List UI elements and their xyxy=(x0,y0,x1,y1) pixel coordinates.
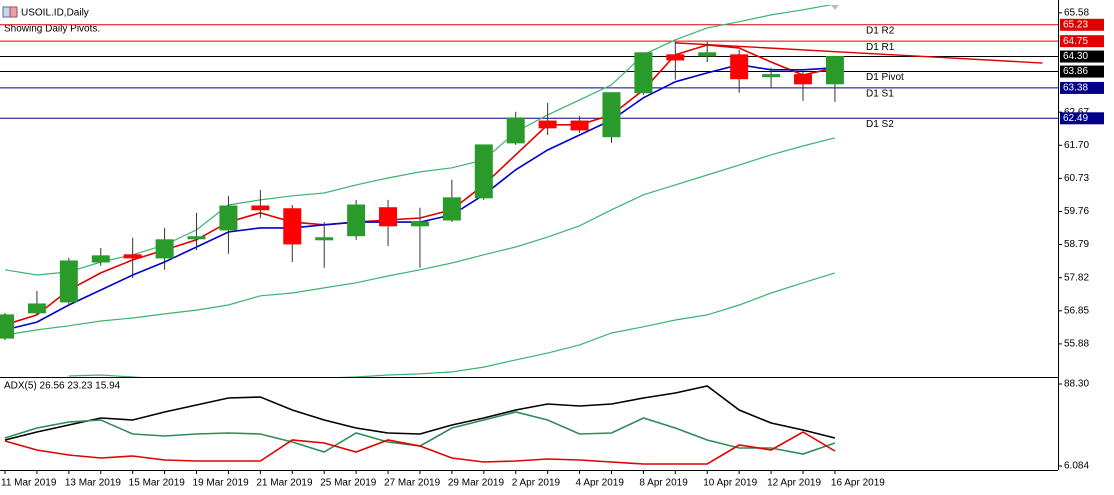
candle-body xyxy=(155,239,174,259)
candle-body xyxy=(315,237,334,241)
x-tick-label: 8 Apr 2019 xyxy=(639,478,688,489)
axes: 65.58 62.67 61.70 60.73 59.76 58.79 57.82 56.85… xyxy=(1,7,1104,489)
overlay-line xyxy=(4,5,833,276)
candle-body xyxy=(538,120,557,129)
y-tick-label: 57.82 xyxy=(1064,272,1089,283)
candle-body xyxy=(602,92,621,138)
candle-body xyxy=(762,74,781,78)
candle-body xyxy=(219,205,238,231)
candle-body xyxy=(379,207,398,227)
price-box xyxy=(1060,81,1104,94)
candle-body xyxy=(27,303,46,314)
overlay-line xyxy=(4,137,836,336)
pivot-label: D1 S1 xyxy=(866,89,894,100)
candle-body xyxy=(0,314,14,339)
pivot-label: D1 R1 xyxy=(866,42,895,53)
y-tick-label: 61.70 xyxy=(1064,140,1089,151)
price-box xyxy=(1060,65,1104,78)
x-tick-label: 4 Apr 2019 xyxy=(576,478,625,489)
candle-body xyxy=(283,208,302,245)
price-box xyxy=(1060,50,1104,63)
price-box xyxy=(1060,112,1104,125)
price-panel: D1 R2 D1 R1 D1 Pivot D1 S1 D1 S2 xyxy=(0,5,1058,377)
candle-body xyxy=(474,144,493,199)
symbol-icon xyxy=(2,6,18,18)
y-tick-label: 58.79 xyxy=(1064,239,1089,250)
x-tick-label: 2 Apr 2019 xyxy=(512,478,561,489)
price-box-label: 64.75 xyxy=(1063,36,1088,47)
candle-body xyxy=(506,117,525,144)
x-tick-label: 12 Apr 2019 xyxy=(767,478,821,489)
adx-panel xyxy=(4,385,836,465)
pivot-label: D1 Pivot xyxy=(866,72,904,83)
candle-body xyxy=(634,52,653,94)
candle-body xyxy=(698,52,717,57)
price-box xyxy=(1060,35,1104,48)
y-tick-label: 65.58 xyxy=(1064,7,1089,18)
y-tick-label: 56.85 xyxy=(1064,305,1089,316)
price-box-label: 64.30 xyxy=(1063,51,1088,62)
y-tick-label: 60.73 xyxy=(1064,173,1089,184)
x-tick-label: 16 Apr 2019 xyxy=(831,478,885,489)
candle-body xyxy=(187,236,206,240)
adx-line xyxy=(4,385,836,441)
price-box-label: 62.49 xyxy=(1063,113,1088,124)
trendline xyxy=(675,42,1043,64)
x-tick-label: 29 Mar 2019 xyxy=(448,478,505,489)
candle-body xyxy=(123,254,142,259)
y-tick-label: 6.084 xyxy=(1064,461,1089,472)
x-tick-label: 27 Mar 2019 xyxy=(384,478,441,489)
overlay-line xyxy=(68,272,836,377)
price-box-label: 63.86 xyxy=(1063,66,1088,77)
pivot-label: D1 S2 xyxy=(866,119,894,130)
candle-body xyxy=(442,197,461,221)
pivot-label: D1 R2 xyxy=(866,25,895,36)
candle-body xyxy=(91,255,110,263)
x-tick-label: 13 Mar 2019 xyxy=(65,478,122,489)
x-tick-label: 15 Mar 2019 xyxy=(129,478,186,489)
candle-body xyxy=(347,204,366,237)
y-tick-label: 88.30 xyxy=(1064,379,1089,390)
candle-body xyxy=(794,74,812,85)
x-tick-label: 19 Mar 2019 xyxy=(193,478,250,489)
candle-body xyxy=(59,260,78,303)
y-tick-label: 59.76 xyxy=(1064,206,1089,217)
candle-body xyxy=(410,221,429,227)
candle-body xyxy=(251,205,270,211)
shift-marker xyxy=(831,5,839,10)
indicator-title: ADX(5) 26.56 23.23 15.94 xyxy=(4,381,121,392)
adx-line xyxy=(4,431,836,465)
y-tick-label: 62.67 xyxy=(1064,107,1089,118)
candle-body xyxy=(730,54,749,80)
chart-subtitle: Showing Daily Pivots. xyxy=(4,24,100,35)
x-tick-label: 11 Mar 2019 xyxy=(1,478,57,489)
price-box-label: 65.23 xyxy=(1063,19,1088,30)
price-box-label: 63.38 xyxy=(1063,83,1088,94)
candle-body xyxy=(825,56,844,85)
y-tick-label: 55.88 xyxy=(1064,339,1089,350)
price-box xyxy=(1060,18,1104,31)
x-tick-label: 25 Mar 2019 xyxy=(320,478,377,489)
x-tick-label: 21 Mar 2019 xyxy=(256,478,313,489)
chart-title: USOIL.ID,Daily xyxy=(21,8,89,19)
x-tick-label: 10 Apr 2019 xyxy=(703,478,757,489)
candle-body xyxy=(666,54,685,61)
candle-body xyxy=(570,120,589,131)
